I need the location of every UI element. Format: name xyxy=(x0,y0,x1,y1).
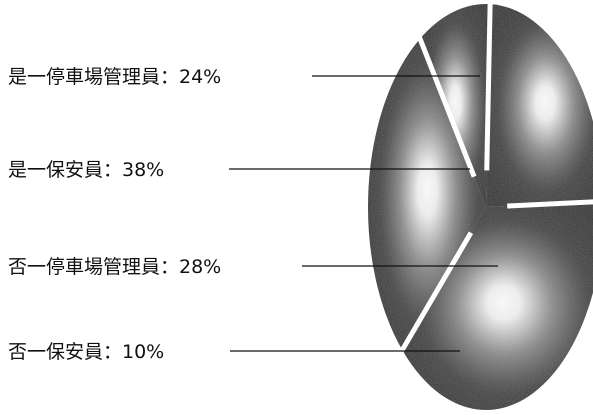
slice-labels: 是一停車場管理員：24% 是一保安員：38% 否一停車場管理員：28% 否一保安員：1… xyxy=(8,66,221,363)
pie-slice xyxy=(402,201,593,410)
slice-label: 否一保安員：10% xyxy=(8,341,164,363)
slice-label: 是一保安員：38% xyxy=(8,159,164,181)
slice-label: 是一停車場管理員：24% xyxy=(8,66,221,88)
leader-lines xyxy=(229,75,498,352)
pie-slice xyxy=(420,3,491,207)
pie-slice xyxy=(368,38,486,351)
pie-slice xyxy=(486,4,593,207)
slice-separator xyxy=(484,0,493,171)
slice-label: 否一停車場管理員：28% xyxy=(8,256,221,278)
slice-separator xyxy=(415,31,477,178)
slice-separator xyxy=(507,199,593,209)
pie-slices xyxy=(368,0,593,410)
slice-separator xyxy=(396,231,474,358)
